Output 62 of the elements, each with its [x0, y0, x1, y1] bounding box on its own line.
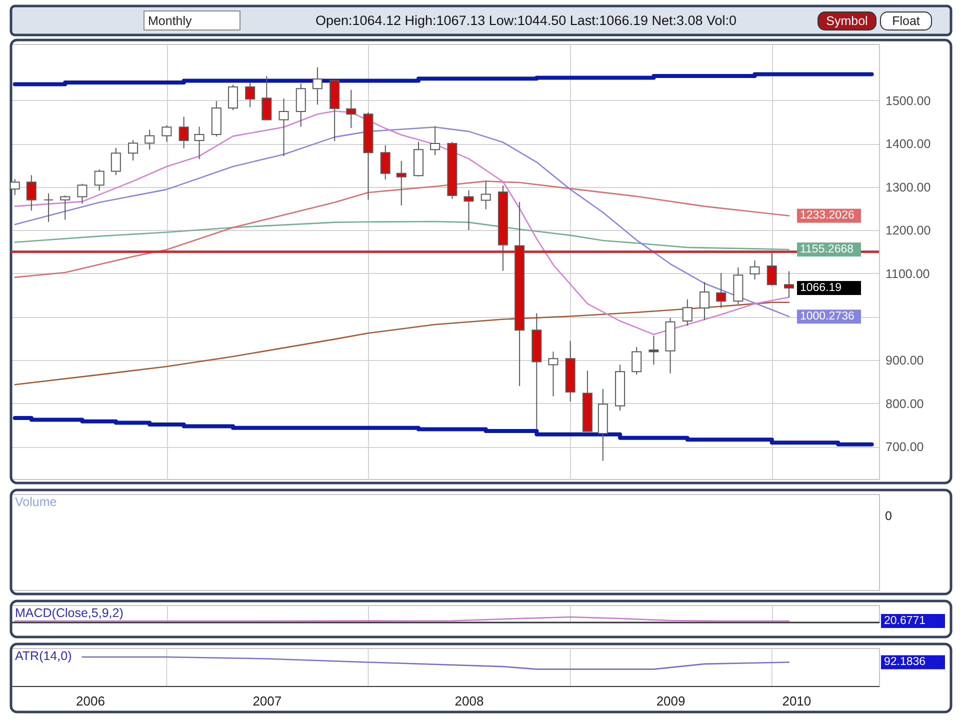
x-tick-label: 2008 [454, 694, 484, 708]
y-tick-label: 800.00 [886, 396, 924, 411]
text: 0 [885, 509, 892, 523]
line-series [14, 220, 790, 250]
text: 1066.19 [800, 282, 842, 294]
x-tick-label: 2007 [252, 694, 282, 708]
candlestick [228, 84, 238, 111]
y-tick-label: 1400.00 [886, 137, 931, 152]
candlestick [480, 180, 491, 210]
x-tick-label: 2010 [782, 694, 812, 708]
candlestick [44, 192, 54, 222]
candlestick [784, 270, 794, 298]
data-label: 1000.2736 [800, 310, 854, 323]
candlestick [430, 126, 440, 156]
text: Float [892, 14, 920, 28]
line-series [14, 126, 790, 318]
candlestick [296, 82, 306, 128]
candlestick [262, 76, 272, 121]
text: 92.1836 [884, 656, 926, 668]
text: 20.6771 [884, 615, 926, 627]
y-tick-label: 1500.00 [886, 94, 931, 108]
candlestick [464, 190, 474, 231]
data-label: 1233.2026 [800, 210, 854, 222]
candlestick [750, 260, 760, 280]
candlestick [94, 169, 104, 192]
y-tick-label: 1300.00 [886, 180, 931, 194]
y-tick-label: 1100.00 [886, 266, 930, 281]
y-tick-label: 900.00 [886, 353, 924, 368]
line-series [14, 180, 790, 278]
candlestick [700, 282, 710, 321]
candlestick [548, 351, 558, 397]
candlestick [716, 272, 726, 309]
text: Symbol [826, 14, 868, 28]
data-label: 1155.2668 [800, 243, 854, 256]
x-tick-label: 2009 [656, 694, 686, 708]
candlestick [178, 116, 189, 149]
candlestick [128, 140, 138, 161]
candlestick [162, 124, 172, 142]
candlestick [632, 346, 642, 376]
candlestick [110, 147, 121, 176]
candlestick [144, 129, 155, 150]
candlestick [346, 89, 356, 128]
candlestick [278, 98, 289, 157]
text: Monthly [148, 14, 193, 28]
candlestick [380, 144, 390, 180]
chart-title: MACD(Close,5,9,2) [15, 606, 124, 620]
candlestick [77, 183, 88, 204]
candlestick [245, 82, 256, 108]
y-tick-label: 1200.00 [886, 224, 931, 238]
candlestick [312, 66, 322, 106]
candlestick [648, 335, 659, 366]
x-tick-label: 2006 [76, 694, 105, 708]
candlestick [396, 160, 406, 206]
text: Open:1064.12 High:1067.13 Low:1044.50 Last:1066.19 Net:3.08 Vol:0 [315, 13, 737, 28]
candlestick [26, 174, 36, 212]
text: Volume [15, 495, 57, 509]
y-tick-label: 700.00 [886, 440, 924, 454]
candlestick [682, 298, 692, 326]
candlestick [766, 251, 777, 286]
chart-title: ATR(14,0) [15, 649, 72, 663]
candlestick [194, 126, 204, 160]
candlestick [60, 194, 70, 220]
